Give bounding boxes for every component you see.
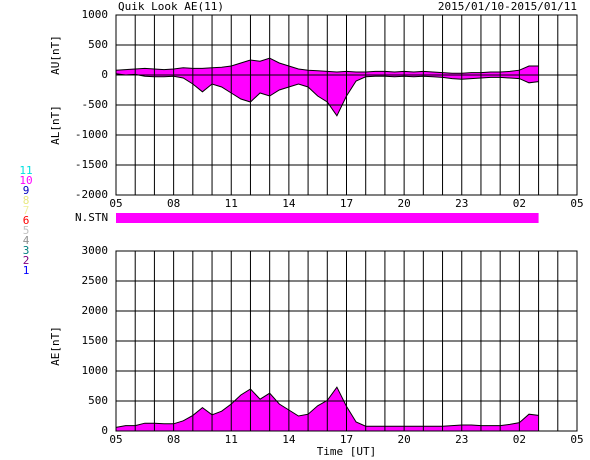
level-legend: 6 xyxy=(23,214,30,227)
station-label: N.STN xyxy=(75,211,108,224)
y-tick-label: 0 xyxy=(101,424,108,437)
y-tick-label: 1000 xyxy=(82,8,109,21)
y-tick-label: 0 xyxy=(101,68,108,81)
level-legend: 9 xyxy=(23,184,30,197)
plot-frame xyxy=(115,250,578,432)
chart-subtitle: 2015/01/10-2015/01/11 xyxy=(438,0,577,13)
y-tick-label: 1000 xyxy=(82,364,109,377)
x-tick-label: 08 xyxy=(167,197,180,210)
level-legend: 11 xyxy=(19,164,32,177)
y-tick-label: 2500 xyxy=(82,274,109,287)
level-legend: 1 xyxy=(23,264,30,277)
series-line xyxy=(115,57,539,74)
x-tick-label: 05 xyxy=(109,197,122,210)
x-axis-label: Time [UT] xyxy=(317,445,377,458)
x-tick-label: 05 xyxy=(570,433,583,446)
y-axis-label: AE[nT] xyxy=(49,326,62,366)
y-tick-label: 2000 xyxy=(82,304,109,317)
x-tick-label: 11 xyxy=(225,197,238,210)
x-tick-label: 23 xyxy=(455,433,468,446)
x-tick-label: 17 xyxy=(340,433,353,446)
x-tick-label: 20 xyxy=(398,197,411,210)
x-tick-label: 11 xyxy=(225,433,238,446)
series-line xyxy=(115,73,539,117)
x-tick-label: 23 xyxy=(455,197,468,210)
level-legend: 10 xyxy=(19,174,32,187)
level-legend: 2 xyxy=(23,254,30,267)
x-tick-label: 14 xyxy=(282,433,296,446)
x-tick-label: 08 xyxy=(167,433,180,446)
y-axis-label: AL[nT] xyxy=(49,105,62,145)
chart-title: Quik Look AE(11) xyxy=(118,0,224,13)
level-legend: 5 xyxy=(23,224,30,237)
y-tick-label: 500 xyxy=(88,38,108,51)
x-tick-label: 05 xyxy=(570,197,583,210)
y-tick-label: -500 xyxy=(82,98,109,111)
y-tick-label: -1500 xyxy=(75,158,108,171)
x-tick-label: 02 xyxy=(513,197,526,210)
y-tick-label: 3000 xyxy=(82,244,109,257)
level-legend: 4 xyxy=(23,234,30,247)
x-tick-label: 14 xyxy=(282,197,296,210)
level-legend: 7 xyxy=(23,204,30,217)
y-tick-label: 500 xyxy=(88,394,108,407)
x-tick-label: 02 xyxy=(513,433,526,446)
series-line xyxy=(115,386,539,428)
level-legend: 3 xyxy=(23,244,30,257)
plot-frame xyxy=(115,14,578,196)
station-bar xyxy=(116,213,539,223)
x-tick-label: 05 xyxy=(109,433,122,446)
y-tick-label: -1000 xyxy=(75,128,108,141)
x-tick-label: 17 xyxy=(340,197,353,210)
y-tick-label: -2000 xyxy=(75,188,108,201)
level-legend: 8 xyxy=(23,194,30,207)
y-axis-label: AU[nT] xyxy=(49,35,62,75)
x-tick-label: 20 xyxy=(398,433,411,446)
y-tick-label: 1500 xyxy=(82,334,109,347)
